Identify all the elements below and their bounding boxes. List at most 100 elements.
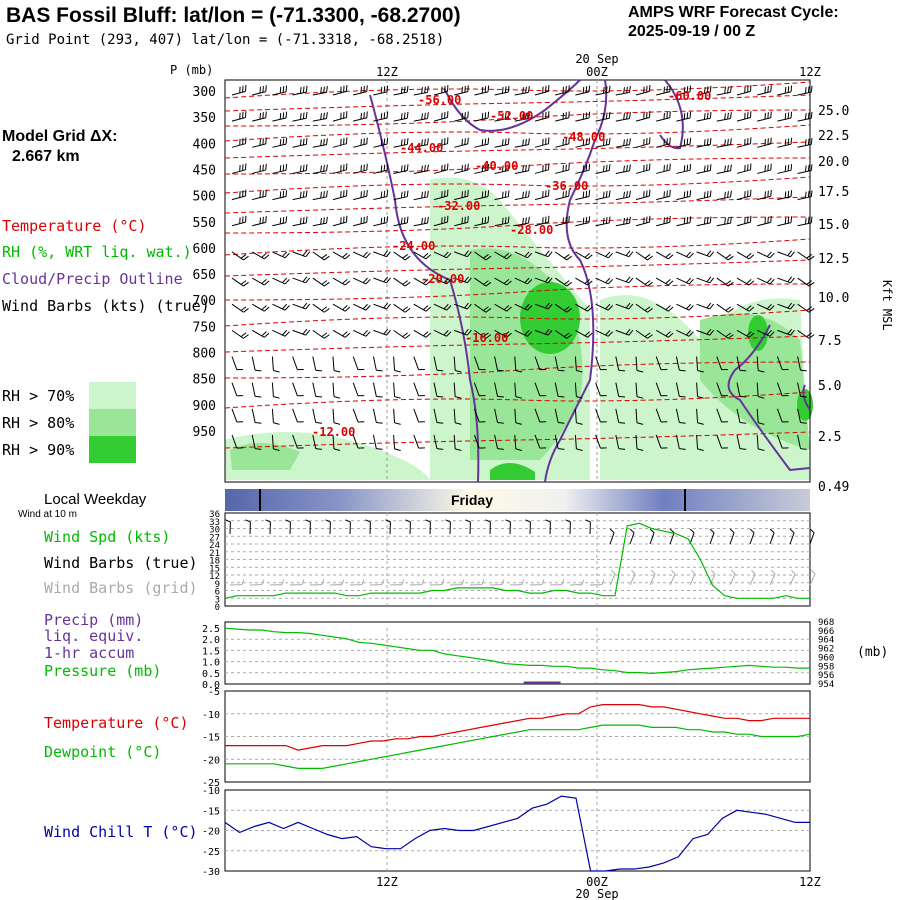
- wind-speed-line: [224, 522, 810, 599]
- wind-barb: [372, 408, 383, 424]
- legend-cloud-outline: Cloud/Precip Outline: [2, 270, 183, 288]
- wind-barb: [372, 382, 383, 398]
- wind-barb: [655, 303, 674, 312]
- wind-barb: [676, 163, 692, 174]
- wind-barb: [534, 302, 553, 310]
- wind-barb: [413, 382, 425, 397]
- wind-barb: [756, 434, 765, 451]
- wind-barb: [716, 138, 732, 148]
- wind-barb: [615, 434, 626, 450]
- wind-barb: [231, 356, 244, 371]
- wind-barb: [635, 111, 651, 122]
- wind-barb-grid: [469, 579, 485, 586]
- wind-barb: [615, 190, 631, 201]
- rh70-swatch: [89, 382, 136, 409]
- isotherm: [224, 361, 811, 379]
- pressure-tick-label: 954: [818, 680, 834, 690]
- wind-barb: [554, 303, 573, 313]
- wind-barb: [655, 408, 668, 423]
- wind-barb: [696, 216, 712, 227]
- grid-point-info: Grid Point (293, 407) lat/lon = (-71.331…: [6, 32, 445, 48]
- wind-barb: [575, 190, 591, 201]
- wind-barb: [716, 190, 732, 201]
- isotherm: [224, 259, 811, 277]
- wind-barb: [474, 216, 490, 227]
- wind-barb: [534, 111, 550, 122]
- wind-barb-grid: [369, 579, 385, 586]
- top-x-tick: 00Z: [586, 65, 608, 79]
- wind-barb: [534, 356, 547, 371]
- isotherm: [224, 431, 811, 449]
- wind-barb: [272, 251, 290, 259]
- pressure-tick-label: 962: [818, 645, 834, 655]
- wind-barb: [797, 434, 807, 450]
- p-tick-label: 350: [193, 111, 216, 126]
- top-date-label: 20 Sep: [575, 52, 618, 66]
- y-tick-label: -5: [208, 687, 220, 698]
- wind-barb-grid: [749, 569, 756, 586]
- wind-barb: [615, 382, 626, 398]
- wind-barb: [231, 215, 247, 227]
- wind-barb: [776, 434, 789, 449]
- wind-barb: [797, 111, 813, 122]
- wind-barb: [756, 329, 775, 337]
- wind-barb-true: [749, 528, 755, 545]
- wind-barb: [292, 408, 304, 423]
- isotherm: [224, 391, 811, 409]
- wind-barb: [777, 163, 793, 174]
- wind-barb: [494, 303, 512, 312]
- wind-barb: [454, 189, 469, 201]
- isotherm: [224, 335, 811, 353]
- wind-barb: [696, 434, 704, 451]
- isotherm-label: -20.00: [421, 272, 464, 286]
- wind-barb-grid: [409, 579, 425, 586]
- wind-barb-true: [425, 519, 431, 535]
- wind-barb: [797, 356, 807, 372]
- wind-barb: [676, 277, 694, 285]
- wind-chill-gridlines: [225, 790, 810, 871]
- wind-barb: [716, 216, 732, 227]
- wind-barb: [797, 329, 815, 339]
- wind-barb: [777, 111, 793, 122]
- kft-tick-label: 22.5: [818, 129, 849, 144]
- wind-barb: [312, 190, 328, 201]
- wind-barb: [514, 190, 530, 201]
- wind-barb: [514, 277, 533, 285]
- wind-barb: [473, 434, 486, 449]
- wind-barb: [595, 111, 611, 122]
- wind-barb: [534, 276, 553, 284]
- wind-barb-true: [285, 519, 291, 535]
- wind-barb: [615, 164, 631, 174]
- wind-barb: [231, 329, 249, 339]
- y-tick-label: 18: [209, 557, 220, 567]
- isotherm-label: -12.00: [312, 425, 355, 439]
- isotherm: [224, 124, 811, 142]
- wind-barb-true: [345, 519, 351, 535]
- kft-tick-label: 17.5: [818, 185, 849, 200]
- wind-barb-grid: [329, 579, 345, 586]
- wind-barb: [352, 251, 371, 259]
- wind-barb: [534, 189, 550, 201]
- wind-barb: [635, 329, 653, 339]
- y-tick-label: 2.0: [202, 635, 220, 646]
- wind-barb: [454, 250, 472, 258]
- wind-barb: [797, 190, 813, 201]
- wind-barb: [736, 356, 747, 372]
- wind-barb: [251, 408, 262, 424]
- wind-barb: [393, 164, 409, 174]
- wind-barb: [312, 251, 330, 261]
- wind-barb: [797, 138, 813, 148]
- wind-barb-true: [629, 528, 635, 545]
- y-tick-label: -20: [202, 755, 220, 766]
- pressure-tick-label: 966: [818, 627, 834, 637]
- wind-barb: [372, 434, 383, 450]
- wind-barb: [797, 382, 807, 398]
- wind-barb: [433, 189, 449, 201]
- wind-barb: [514, 303, 533, 311]
- wind-barb: [716, 329, 734, 339]
- wind-barb: [454, 163, 469, 174]
- wind-barb: [534, 137, 550, 148]
- kft-tick-label: 15.0: [818, 218, 849, 233]
- wind-barb: [453, 356, 462, 373]
- wind-barb: [635, 215, 651, 227]
